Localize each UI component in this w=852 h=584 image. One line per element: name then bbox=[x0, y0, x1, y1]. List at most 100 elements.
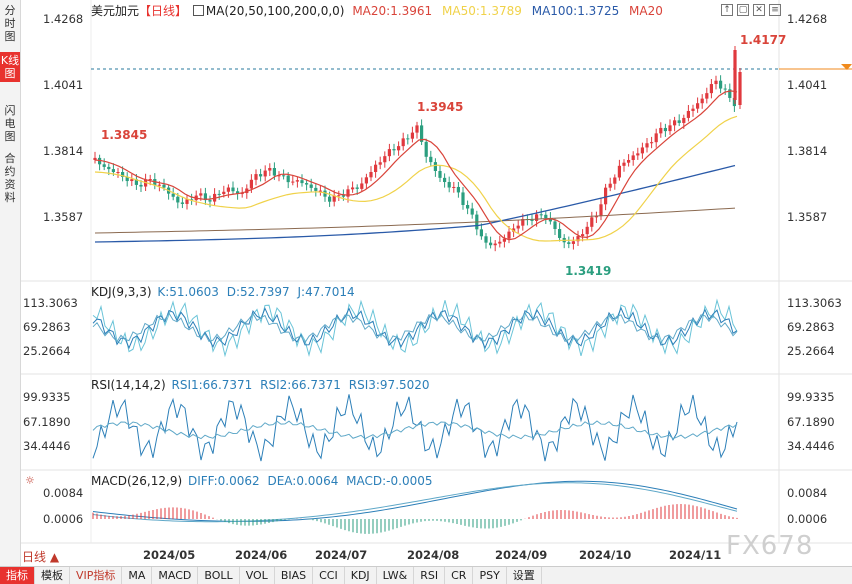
tab-indicator[interactable]: 指标 bbox=[0, 567, 35, 584]
candle-body bbox=[640, 147, 644, 154]
candle-body bbox=[622, 162, 626, 166]
rsi-tick-left: 67.1890 bbox=[23, 415, 71, 429]
tab-ma[interactable]: MA bbox=[122, 567, 153, 584]
kline-svg[interactable]: 1.4268 1.4041 1.3814 1.3587 1.4268 1.404… bbox=[21, 0, 852, 566]
macd-settings-icon[interactable]: ☼ bbox=[25, 474, 35, 487]
candle-body bbox=[93, 157, 97, 160]
candle-body bbox=[162, 184, 166, 188]
macd-dea-line bbox=[92, 482, 738, 523]
price-tick-left: 1.3587 bbox=[43, 210, 83, 224]
sidebar-item-flash[interactable]: 闪电图 bbox=[0, 104, 20, 143]
ma20-value: MA20:1.3961 bbox=[352, 4, 433, 18]
candle-body bbox=[585, 226, 589, 235]
chart-area[interactable]: 1.4268 1.4041 1.3814 1.3587 1.4268 1.404… bbox=[21, 0, 852, 566]
candle-body bbox=[259, 174, 263, 177]
indicator-toolbar: 指标 模板 VIP指标 MA MACD BOLL VOL BIAS CCI KD… bbox=[0, 566, 852, 584]
time-tick: 2024/06 bbox=[235, 548, 287, 562]
rsi-title[interactable]: RSI(14,14,2) bbox=[91, 378, 166, 392]
tab-vip-indicator[interactable]: VIP指标 bbox=[70, 567, 123, 584]
candle-body bbox=[134, 179, 138, 185]
macd-tick-right: 0.0084 bbox=[787, 486, 827, 500]
symbol-name: 美元加元 bbox=[91, 4, 140, 18]
candle-body bbox=[677, 120, 681, 123]
macd-diff: DIFF:0.0062 bbox=[187, 474, 260, 488]
window-controls: ↑ ▢ ✕ ≡ bbox=[721, 2, 781, 16]
tab-cci[interactable]: CCI bbox=[313, 567, 345, 584]
time-tick: 2024/05 bbox=[143, 548, 195, 562]
sidebar-item-kline[interactable]: K线图 bbox=[0, 52, 20, 82]
tab-template[interactable]: 模板 bbox=[35, 567, 70, 584]
candle-body bbox=[263, 170, 267, 177]
watermark-logo: FX678 bbox=[726, 531, 814, 561]
tab-settings[interactable]: 设置 bbox=[507, 567, 542, 584]
candle-body bbox=[650, 142, 654, 144]
low-annotation: 1.3419 bbox=[565, 264, 611, 278]
minimize-icon[interactable]: ▢ bbox=[737, 4, 749, 16]
sidebar-item-contract[interactable]: 合约资料 bbox=[0, 152, 20, 204]
price-tick-right: 1.3814 bbox=[787, 144, 827, 158]
tab-kdj[interactable]: KDJ bbox=[345, 567, 377, 584]
candle-body bbox=[277, 175, 281, 177]
kdj-j: J:47.7014 bbox=[297, 285, 355, 299]
candle-body bbox=[291, 181, 295, 183]
candle-body bbox=[673, 120, 677, 126]
ma50-line bbox=[94, 115, 738, 242]
candle-body bbox=[530, 219, 534, 221]
tab-boll[interactable]: BOLL bbox=[198, 567, 240, 584]
tab-bias[interactable]: BIAS bbox=[275, 567, 314, 584]
candle-body bbox=[654, 133, 658, 143]
tab-rsi[interactable]: RSI bbox=[414, 567, 446, 584]
candle-body bbox=[341, 195, 345, 197]
candle-body bbox=[571, 241, 575, 244]
candle-body bbox=[691, 108, 695, 111]
settings-icon[interactable]: ≡ bbox=[769, 4, 781, 16]
tab-cr[interactable]: CR bbox=[445, 567, 474, 584]
tab-psy[interactable]: PSY bbox=[473, 567, 507, 584]
left-peak-annotation: 1.3845 bbox=[101, 128, 147, 142]
high-annotation: 1.4177 bbox=[740, 33, 786, 47]
candle-body bbox=[443, 177, 447, 183]
candle-body bbox=[558, 229, 562, 238]
ma-params[interactable]: MA(20,50,100,200,0,0) bbox=[205, 4, 345, 18]
macd-title[interactable]: MACD(26,12,9) bbox=[91, 474, 183, 488]
candle-body bbox=[401, 138, 405, 147]
main-legend: 美元加元【日线】 MA(20,50,100,200,0,0) MA20:1.39… bbox=[91, 2, 663, 19]
candle-body bbox=[452, 186, 456, 188]
upload-icon[interactable]: ↑ bbox=[721, 4, 733, 16]
tab-lw[interactable]: LW& bbox=[377, 567, 415, 584]
candle-body bbox=[328, 196, 332, 202]
macd-tick-left: 0.0084 bbox=[43, 486, 83, 500]
sidebar-item-timeshare[interactable]: 分时图 bbox=[0, 4, 20, 43]
candle-body bbox=[121, 172, 125, 177]
candle-body bbox=[410, 132, 414, 139]
candle-body bbox=[594, 216, 598, 218]
sidebar-item-label: K线图 bbox=[0, 54, 20, 80]
candle-body bbox=[590, 217, 594, 227]
period-tag[interactable]: 【日线】 bbox=[139, 4, 188, 18]
candle-body bbox=[466, 204, 470, 209]
rsi3-value: RSI3:97.5020 bbox=[348, 378, 430, 392]
candle-body bbox=[323, 190, 327, 197]
kdj-d: D:52.7397 bbox=[226, 285, 290, 299]
tab-vol[interactable]: VOL bbox=[240, 567, 275, 584]
close-icon[interactable]: ✕ bbox=[753, 4, 765, 16]
kdj-tick-left: 69.2863 bbox=[23, 320, 71, 334]
candle-body bbox=[498, 241, 502, 244]
candle-body bbox=[604, 187, 608, 205]
candle-body bbox=[521, 219, 525, 226]
candle-body bbox=[139, 184, 143, 187]
candle-body bbox=[378, 162, 382, 165]
time-tick: 2024/11 bbox=[669, 548, 721, 562]
kdj-tick-right: 113.3063 bbox=[787, 296, 842, 310]
candle-body bbox=[185, 199, 189, 204]
legend-square-icon[interactable] bbox=[192, 5, 204, 16]
tab-macd[interactable]: MACD bbox=[152, 567, 199, 584]
period-selector[interactable]: 日线 ▲ bbox=[22, 550, 60, 564]
sidebar-item-label: 闪电图 bbox=[4, 104, 16, 143]
ma20-line bbox=[94, 90, 738, 241]
candle-body bbox=[125, 176, 129, 182]
candle-body bbox=[728, 89, 732, 98]
candle-body bbox=[397, 146, 401, 151]
candle-body bbox=[627, 159, 631, 163]
kdj-title[interactable]: KDJ(9,3,3) bbox=[91, 285, 152, 299]
